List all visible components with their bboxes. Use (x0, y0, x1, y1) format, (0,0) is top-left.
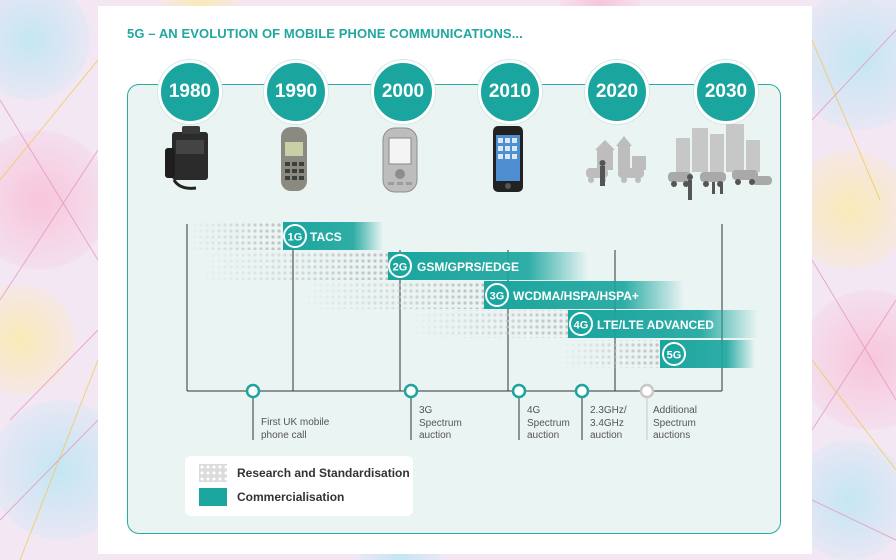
gen-5g-badge: 5G (667, 350, 682, 362)
gen-4g-badge: 4G (574, 320, 589, 332)
smartphone-icon (493, 126, 523, 192)
legend-research-label: Research and Standardisation (237, 466, 410, 480)
gen-2g-badge: 2G (393, 262, 408, 274)
legend-commercial-label: Commercialisation (237, 490, 345, 504)
milestone-3g-auction: 3G Spectrum auction (419, 405, 462, 441)
legend: Research and Standardisation Commerciali… (185, 456, 413, 516)
gen-4g: 4G LTE/LTE ADVANCED (569, 312, 714, 336)
gen-2g-label: GSM/GPRS/EDGE (417, 260, 519, 274)
milestone-4g-auction: 4G Spectrum auction (527, 405, 570, 441)
legend-commercial: Commercialisation (199, 488, 344, 506)
gen-1g: 1G TACS (283, 224, 342, 248)
band-2g (200, 252, 588, 280)
milestone-additional-auctions: Additional Spectrum auctions (653, 405, 697, 441)
band-4g (410, 310, 758, 338)
gen-1g-badge: 1G (288, 232, 303, 244)
nokia-phone-icon (281, 127, 307, 191)
legend-teal-swatch (199, 488, 227, 506)
year-2010: 2010 (478, 60, 542, 124)
gen-2g: 2G GSM/GPRS/EDGE (388, 254, 519, 278)
legend-research: Research and Standardisation (199, 464, 410, 482)
car-phone-icon (165, 126, 208, 190)
gen-3g: 3G WCDMA/HSPA/HSPA+ (485, 283, 639, 307)
milestone-2-3ghz-auction: 2.3GHz/ 3.4GHz auction (590, 405, 627, 441)
infographic-title: 5G – AN EVOLUTION OF MOBILE PHONE COMMUN… (127, 26, 523, 41)
gen-4g-label: LTE/LTE ADVANCED (597, 318, 714, 332)
legend-dots-swatch (199, 464, 227, 482)
year-1980: 1980 (158, 60, 222, 124)
connected-town-icon (586, 136, 646, 186)
year-2020: 2020 (585, 60, 649, 124)
band-5g (560, 340, 755, 368)
milestone-first-uk-call: First UK mobile phone call (261, 417, 330, 441)
gen-1g-label: TACS (310, 230, 342, 244)
year-2030: 2030 (694, 60, 758, 124)
year-1990: 1990 (264, 60, 328, 124)
milestone-markers (245, 383, 655, 440)
band-3g (300, 281, 684, 309)
gen-3g-badge: 3G (490, 291, 505, 303)
smart-city-icon (668, 124, 772, 200)
gen-3g-label: WCDMA/HSPA/HSPA+ (513, 289, 639, 303)
gen-5g: 5G (662, 342, 686, 366)
year-2000: 2000 (371, 60, 435, 124)
feature-phone-icon (382, 127, 418, 193)
